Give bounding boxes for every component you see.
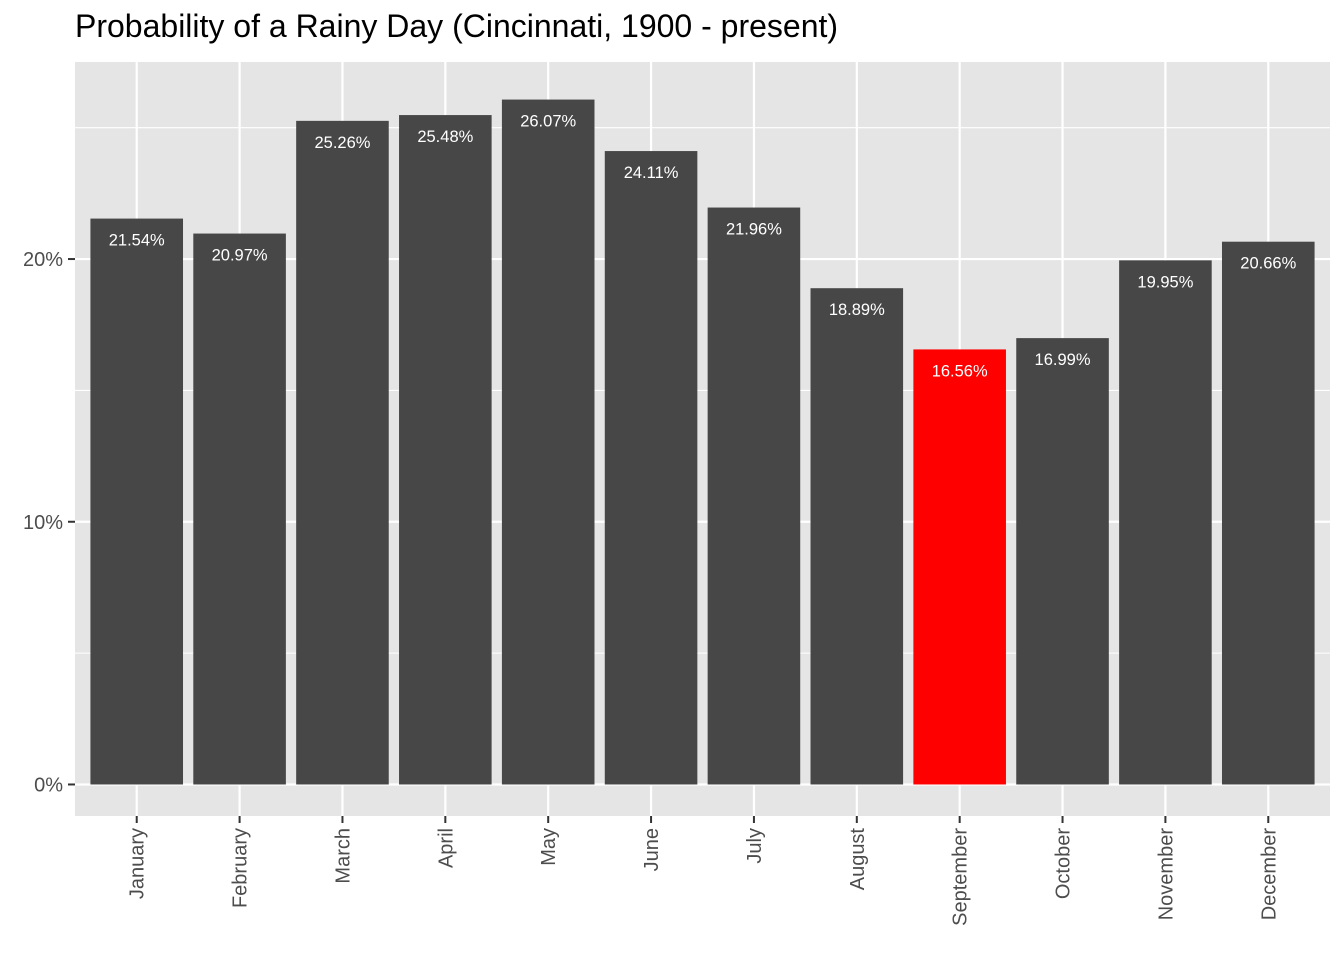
y-tick-label: 10% (23, 512, 63, 534)
y-tick-label: 20% (23, 249, 63, 271)
data-labels: 21.54% 20.97% 25.26% 25.48% 26.07% 24.11% 21.9… (109, 113, 1297, 381)
data-label-february: 20.97% (212, 247, 268, 265)
x-tick-label-january: January (127, 828, 149, 899)
x-tick-label-december: December (1258, 828, 1280, 921)
x-tick-label-march: March (332, 828, 354, 884)
x-tick-label-may: May (538, 828, 560, 866)
data-label-december: 20.66% (1240, 255, 1296, 273)
y-tick-label: 0% (34, 774, 63, 796)
x-tick-label-april: April (435, 828, 457, 868)
x-tick-label-november: November (1155, 828, 1177, 921)
data-label-october: 16.99% (1035, 351, 1091, 369)
x-tick-label-october: October (1053, 828, 1075, 899)
data-label-july: 21.96% (726, 221, 782, 239)
bar-march (296, 120, 389, 785)
bar-september (913, 349, 1006, 785)
bar-january (90, 218, 184, 785)
bar-may (501, 99, 595, 785)
data-label-march: 25.26% (314, 134, 370, 152)
bar-june (604, 151, 698, 785)
x-tick-label-february: February (230, 828, 252, 908)
bar-february (193, 233, 286, 785)
x-tick-label-september: September (950, 828, 972, 926)
bar-october (1016, 338, 1109, 785)
x-tick-label-july: July (744, 828, 766, 864)
chart-title: Probability of a Rainy Day (Cincinnati, … (75, 8, 839, 44)
x-tick-label-august: August (847, 828, 869, 891)
axes: 0% 10% 20% January February March April May June… (23, 249, 1280, 926)
data-label-april: 25.48% (417, 128, 473, 146)
bar-december (1221, 241, 1315, 785)
x-tick-label-june: June (641, 828, 663, 871)
bars (90, 99, 1315, 785)
data-label-june: 24.11% (624, 164, 679, 182)
data-label-january: 21.54% (109, 232, 165, 250)
data-label-september: 16.56% (932, 362, 988, 380)
data-label-august: 18.89% (829, 301, 885, 319)
bar-july (707, 207, 801, 785)
bar-april (399, 115, 492, 785)
bar-november (1119, 260, 1212, 785)
data-label-november: 19.95% (1137, 273, 1193, 291)
bar-august (810, 288, 904, 785)
data-label-may: 26.07% (520, 113, 576, 131)
